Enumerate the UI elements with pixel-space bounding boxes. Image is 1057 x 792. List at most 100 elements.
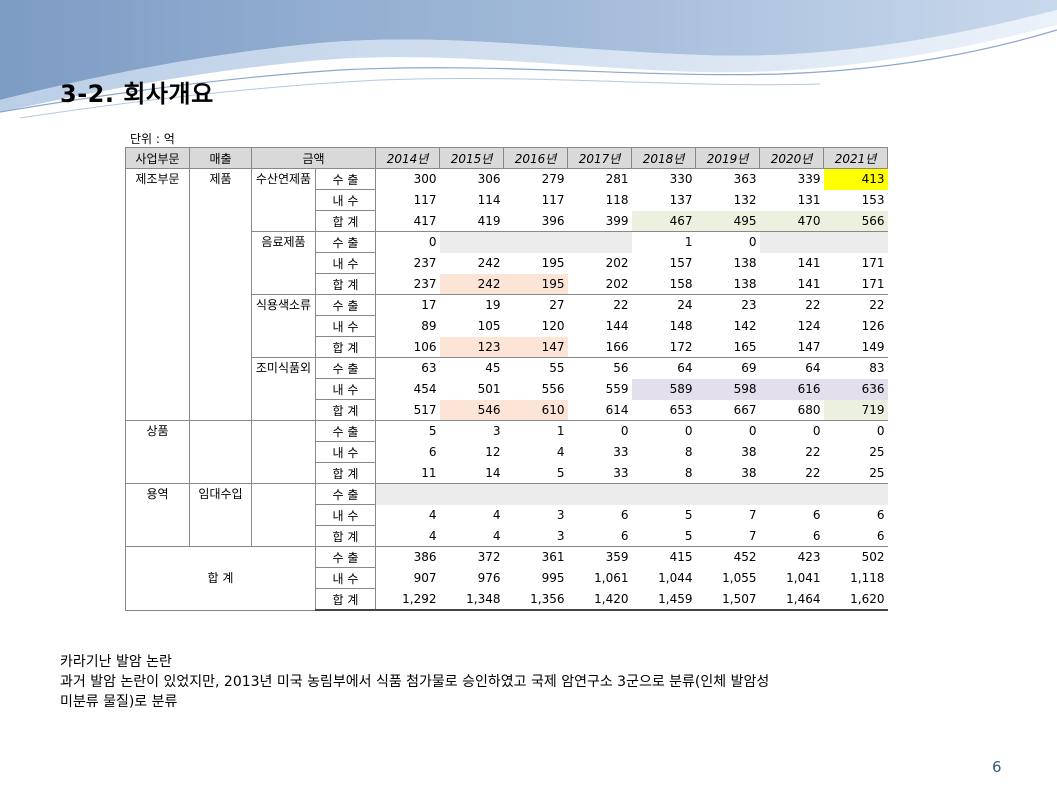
- value-cell: 0: [428, 235, 437, 250]
- value-cell: 14: [439, 462, 504, 484]
- value-cell: 339: [797, 172, 821, 187]
- value-cell: 610: [503, 399, 568, 421]
- value-cell: 6: [812, 508, 821, 522]
- row-kind-cell: 수 출: [315, 546, 376, 568]
- table-row: 내 수 907 976 995 1,061 1,044 1,055 1,041 1,118: [126, 567, 888, 589]
- value-cell: 142: [733, 319, 757, 333]
- header-amount: 금액: [251, 147, 376, 169]
- value-cell: 144: [605, 319, 629, 333]
- value-cell: 1,459: [631, 588, 696, 611]
- value-cell: [503, 231, 568, 253]
- empty-value-cell: [375, 483, 888, 505]
- value-cell: 976: [477, 571, 501, 585]
- product-group-cell: 수산연제품: [251, 168, 316, 232]
- value-cell: 667: [695, 399, 760, 421]
- revenue-table: 사업부문 매출 금액 2014년 2015년 2016년 2017년 2018년…: [125, 147, 888, 611]
- sales-type-cell: 임대수입: [189, 483, 252, 547]
- value-cell: 117: [413, 193, 437, 207]
- value-cell: 22: [805, 298, 821, 313]
- value-cell: 598: [695, 378, 760, 400]
- value-cell: 386: [413, 550, 437, 565]
- row-kind-cell: 내 수: [315, 504, 376, 526]
- value-cell: 158: [631, 273, 696, 295]
- value-cell: 616: [759, 378, 824, 400]
- header-year: 2020년: [759, 147, 824, 169]
- table-row: 내 수 4 4 3 6 5 7 6 6: [126, 504, 888, 526]
- value-cell: 89: [421, 319, 437, 333]
- value-cell: 415: [669, 550, 693, 565]
- value-cell: 6: [876, 508, 885, 522]
- table-row: 내 수 454 501 556 559 589 598 616 636: [126, 378, 888, 400]
- value-cell: 306: [477, 172, 501, 187]
- unit-label: 단위 : 억: [130, 132, 175, 146]
- value-cell: 153: [861, 193, 885, 207]
- value-cell: 24: [677, 298, 693, 313]
- row-kind-cell: 합 계: [315, 588, 376, 611]
- value-cell: 117: [541, 193, 565, 207]
- table-row: 용역 임대수입 수 출: [125, 483, 888, 547]
- row-kind-cell: 수 출: [315, 357, 376, 379]
- value-cell: 83: [869, 361, 885, 376]
- value-cell: 1,464: [759, 588, 824, 611]
- table-row: 합 계 417 419 396 399 467 495 470 566: [126, 210, 888, 232]
- value-cell: 195: [503, 273, 568, 295]
- sales-type-cell: [189, 420, 252, 484]
- value-cell: 7: [695, 525, 760, 547]
- value-cell: 495: [695, 210, 760, 232]
- value-cell: 124: [797, 319, 821, 333]
- value-cell: 45: [485, 361, 501, 376]
- value-cell: 452: [733, 550, 757, 565]
- value-cell: 5: [684, 508, 693, 522]
- value-cell: 470: [759, 210, 824, 232]
- product-group-cell: 식용색소류: [251, 294, 316, 358]
- value-cell: 0: [620, 424, 629, 439]
- value-cell: 517: [375, 399, 440, 421]
- header-year: 2016년: [503, 147, 568, 169]
- division-cell: 용역: [125, 483, 190, 547]
- value-cell: 195: [541, 256, 565, 270]
- value-cell: 907: [413, 571, 437, 585]
- header-year: 2019년: [695, 147, 760, 169]
- value-cell: 1: [556, 424, 565, 439]
- row-kind-cell: 합 계: [315, 336, 376, 358]
- value-cell: 118: [605, 193, 629, 207]
- value-cell: 12: [485, 445, 501, 459]
- value-cell: 4: [428, 508, 437, 522]
- table-row: 조미식품외 수 출 63 45 55 56 64 69 64 83: [126, 357, 888, 421]
- value-cell: 5: [428, 424, 437, 439]
- value-cell: 126: [861, 319, 885, 333]
- value-cell: 454: [413, 382, 437, 396]
- value-cell: 546: [439, 399, 504, 421]
- value-cell: 166: [567, 336, 632, 358]
- row-kind-cell: 수 출: [315, 294, 376, 316]
- grand-total-cell: 합 계: [125, 546, 316, 611]
- table-row: 제조부문 제품 수산연제품 수 출 300 306 279 281 330 363 339 413: [125, 168, 888, 421]
- value-cell: 3: [492, 424, 501, 439]
- product-group-cell: 조미식품외: [251, 357, 316, 421]
- header-row: 사업부문 매출 금액 2014년 2015년 2016년 2017년 2018년…: [125, 147, 888, 169]
- header-year: 2021년: [823, 147, 888, 169]
- value-cell: 202: [567, 273, 632, 295]
- value-cell: 0: [748, 235, 757, 250]
- row-kind-cell: 수 출: [315, 231, 376, 253]
- table-row: 내 수 6 12 4 33 8 38 22 25: [126, 441, 888, 463]
- value-cell: 4: [375, 525, 440, 547]
- value-cell: 1,055: [722, 571, 757, 585]
- value-cell: 137: [669, 193, 693, 207]
- table-row: 합 계 1,292 1,348 1,356 1,420 1,459 1,507 1,464 1,…: [126, 588, 888, 611]
- product-group-cell: [251, 420, 316, 484]
- value-cell: 636: [823, 378, 888, 400]
- value-cell: 330: [669, 172, 693, 187]
- value-cell: 105: [477, 319, 501, 333]
- value-cell: 237: [413, 256, 437, 270]
- table-row: 합 계 237 242 195 202 158 138 141 171: [126, 273, 888, 295]
- value-cell: 566: [823, 210, 888, 232]
- row-kind-cell: 합 계: [315, 273, 376, 295]
- row-kind-cell: 내 수: [315, 189, 376, 211]
- value-cell: 995: [541, 571, 565, 585]
- row-kind-cell: 수 출: [315, 483, 376, 505]
- value-cell: 719: [823, 399, 888, 421]
- row-kind-cell: 내 수: [315, 567, 376, 589]
- value-cell: 22: [613, 298, 629, 313]
- value-cell: 3: [503, 525, 568, 547]
